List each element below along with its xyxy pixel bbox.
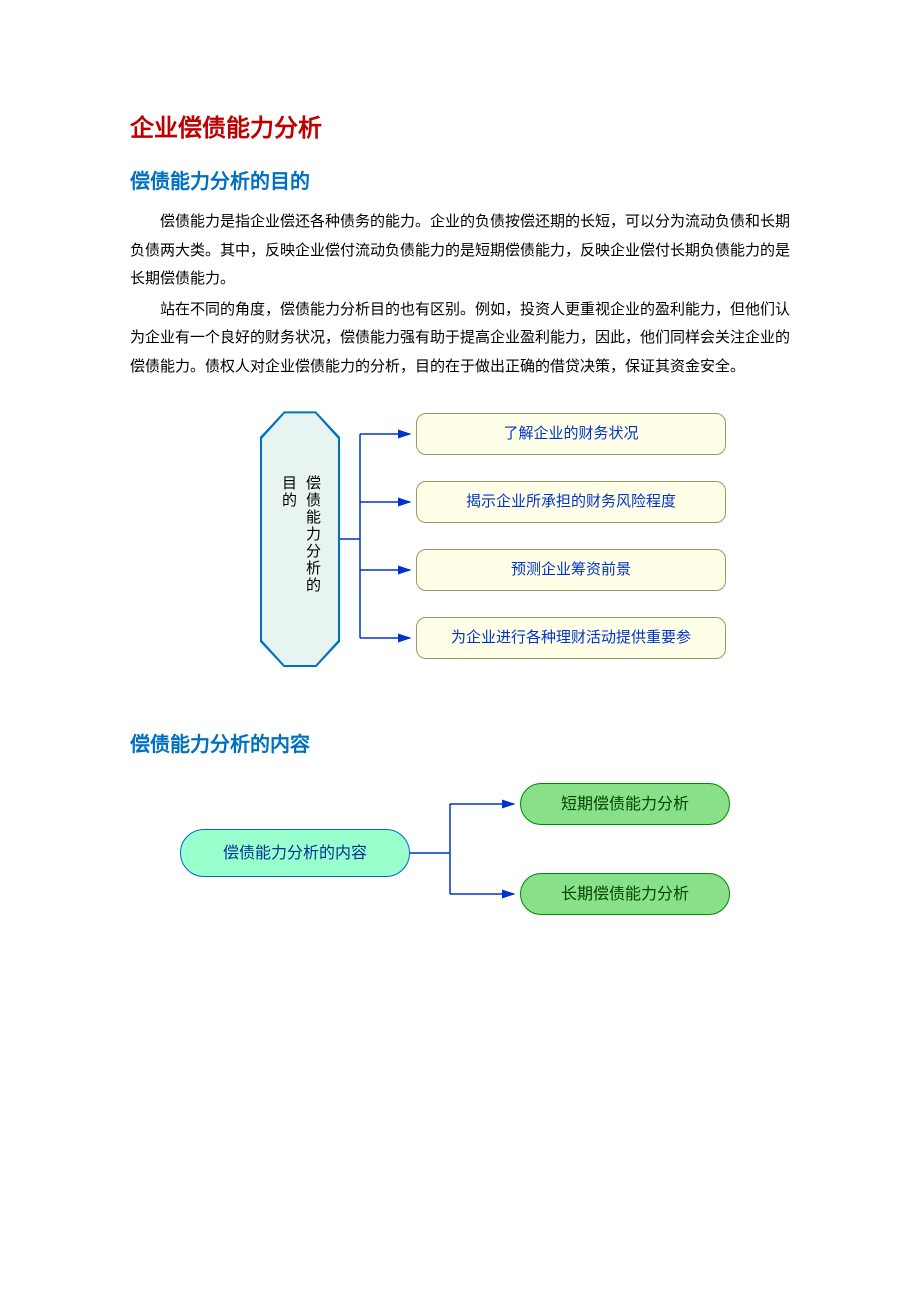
section1-para2: 站在不同的角度，偿债能力分析目的也有区别。例如，投资人更重视企业的盈利能力，但他… xyxy=(130,296,790,382)
diagram1-item-2: 预测企业筹资前景 xyxy=(416,549,726,591)
page-title: 企业偿债能力分析 xyxy=(130,110,790,148)
diagram2-root: 偿债能力分析的内容 xyxy=(180,829,410,877)
diagram1-item-3: 为企业进行各种理财活动提供重要参 xyxy=(416,617,726,659)
diagram-content: 偿债能力分析的内容 短期偿债能力分析长期偿债能力分析 xyxy=(180,773,740,933)
diagram2-child-0: 短期偿债能力分析 xyxy=(520,783,730,825)
diagram1-item-0: 了解企业的财务状况 xyxy=(416,413,726,455)
section1-para1: 偿债能力是指企业偿还各种债务的能力。企业的负债按偿还期的长短，可以分为流动负债和… xyxy=(130,208,790,294)
diagram-purpose: 偿债能力分析的目的 了解企业的财务状况揭示企业所承担的财务风险程度预测企业筹资前… xyxy=(180,407,740,687)
diagram1-root-label: 偿债能力分析的目的 xyxy=(276,475,324,603)
diagram1-root: 偿债能力分析的目的 xyxy=(260,411,340,667)
diagram2-child-1: 长期偿债能力分析 xyxy=(520,873,730,915)
section1-heading: 偿债能力分析的目的 xyxy=(130,166,790,198)
diagram1-item-1: 揭示企业所承担的财务风险程度 xyxy=(416,481,726,523)
diagram2-connectors xyxy=(410,773,520,933)
section2-heading: 偿债能力分析的内容 xyxy=(130,729,790,761)
diagram1-connectors xyxy=(340,407,420,687)
